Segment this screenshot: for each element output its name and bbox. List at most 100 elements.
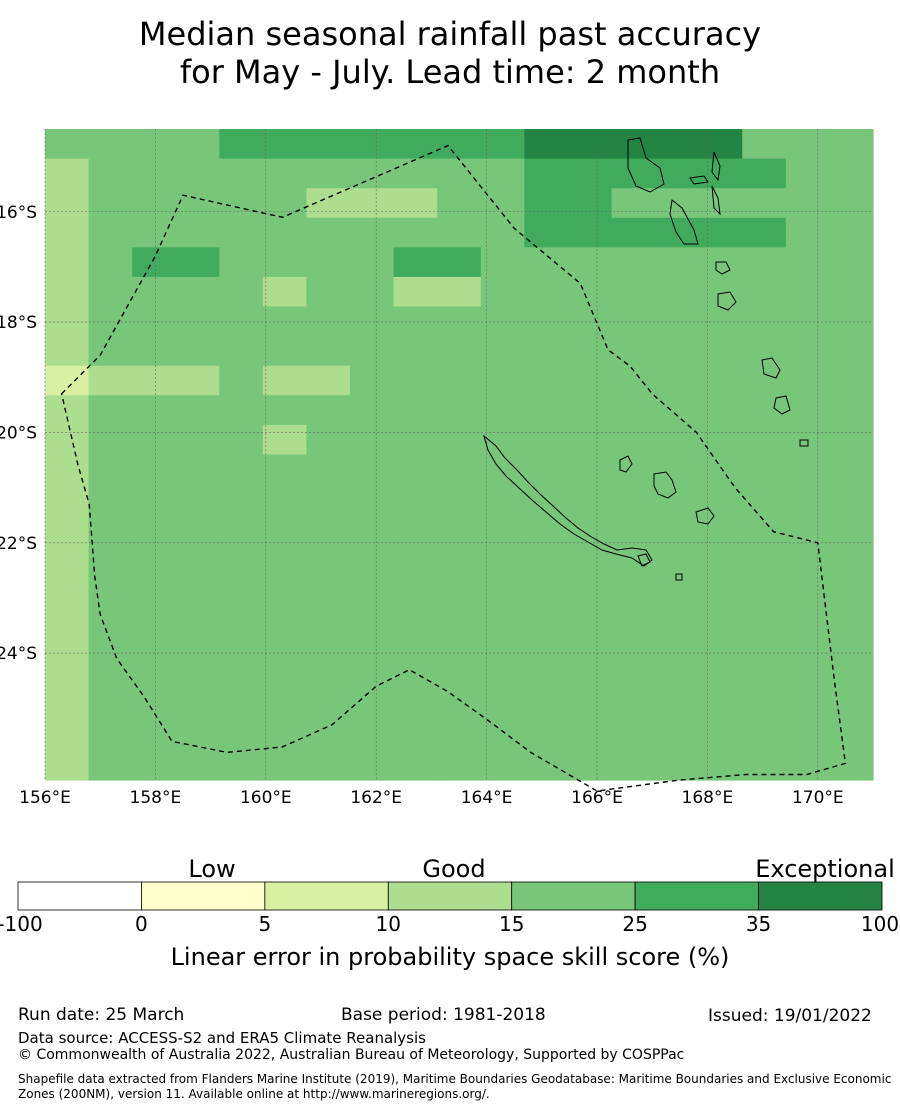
grid-cell [219, 691, 264, 722]
grid-cell [45, 691, 90, 722]
grid-cell [262, 572, 308, 604]
grid-cell [611, 661, 656, 692]
grid-cell [480, 484, 525, 515]
grid-cell [567, 720, 613, 752]
grid-cell [567, 632, 613, 663]
grid-cell [393, 306, 438, 337]
vanuatu-efate [715, 261, 731, 275]
grid-cell [88, 720, 133, 752]
grid-cell [785, 661, 831, 692]
grid-cell [524, 188, 569, 219]
grid-cell [175, 720, 220, 752]
grid-cell [655, 691, 700, 722]
grid-cell [262, 602, 308, 633]
grid-cell [175, 572, 220, 604]
grid-cell [829, 424, 874, 456]
colorbar-category-exceptional: Exceptional [755, 855, 895, 883]
grid-cell [785, 454, 831, 485]
grid-cell [480, 543, 525, 574]
grid-cell [829, 158, 874, 189]
colorbar-tick-label: -100 [0, 912, 43, 936]
grid-cell [88, 691, 133, 722]
grid-cell [437, 129, 482, 160]
grid-cell [88, 750, 133, 781]
grid-cell [480, 158, 525, 189]
new-caledonia-outline [483, 434, 653, 567]
grid-cell [785, 602, 831, 633]
grid-cell [829, 602, 874, 633]
grid-cell [698, 365, 743, 396]
grid-cell [306, 513, 351, 544]
grid-cell [480, 454, 525, 485]
grid-cell [437, 572, 482, 604]
grid-cell [219, 129, 264, 160]
grid-cell [306, 129, 351, 160]
grid-cell [350, 720, 395, 752]
colorbar-tick-label: 35 [745, 912, 772, 936]
grid-cell [480, 750, 525, 781]
grid-cell [742, 395, 787, 426]
grid-cell [393, 572, 438, 604]
colorbar-tick-label: 10 [375, 912, 402, 936]
grid-cell [524, 217, 569, 248]
grid-cell [45, 661, 90, 692]
grid-cell [480, 602, 525, 633]
grid-cell [88, 247, 133, 278]
grid-cell [437, 306, 482, 337]
grid-cell [306, 720, 351, 752]
grid-cell [262, 158, 308, 189]
grid-cell [742, 129, 787, 160]
grid-cell [785, 691, 831, 722]
grid-cell [219, 543, 264, 574]
grid-cell [393, 188, 438, 219]
grid-cell [306, 602, 351, 633]
grid-cell [45, 129, 90, 160]
grid-cell [350, 247, 395, 278]
grid-cell [132, 424, 177, 456]
grid-cell [611, 158, 656, 189]
grid-cell [45, 306, 90, 337]
grid-cell [175, 336, 220, 367]
grid-cell [742, 691, 787, 722]
grid-cell [175, 306, 220, 337]
grid-cell [132, 661, 177, 692]
grid-cells [45, 129, 874, 781]
eez-boundary [60, 144, 847, 792]
grid-cell [132, 572, 177, 604]
grid-cell [655, 632, 700, 663]
grid-cell [437, 395, 482, 426]
grid-cell [350, 188, 395, 219]
grid-cell [393, 750, 438, 781]
copyright: © Commonwealth of Australia 2022, Austra… [18, 1047, 685, 1063]
grid-cell [350, 454, 395, 485]
grid-cell [785, 513, 831, 544]
grid-cell [698, 276, 743, 308]
grid-cell [262, 188, 308, 219]
chart-title-line1: Median seasonal rainfall past accuracy [138, 15, 762, 53]
grid-cell [698, 424, 743, 456]
grid-cell [829, 543, 874, 574]
grid-cell [132, 513, 177, 544]
grid-cell [262, 632, 308, 663]
grid-cell [698, 336, 743, 367]
grid-cell [829, 188, 874, 219]
vanuatu-pentecost [711, 185, 721, 216]
grid-cell [175, 661, 220, 692]
grid-cell [567, 336, 613, 367]
grid-cell [611, 217, 656, 248]
grid-cell [611, 129, 656, 160]
colorbar-category-good: Good [422, 855, 486, 883]
grid-cell [567, 454, 613, 485]
run-date: Run date: 25 March [18, 1005, 185, 1025]
grid-cell [829, 395, 874, 426]
grid-cell [88, 336, 133, 367]
grid-cell [742, 306, 787, 337]
grid-cell [785, 217, 831, 248]
grid-cell [393, 661, 438, 692]
grid-cell [742, 602, 787, 633]
grid-cell [829, 336, 874, 367]
grid-cell [829, 217, 874, 248]
grid-cell [742, 217, 787, 248]
grid-cell [524, 661, 569, 692]
